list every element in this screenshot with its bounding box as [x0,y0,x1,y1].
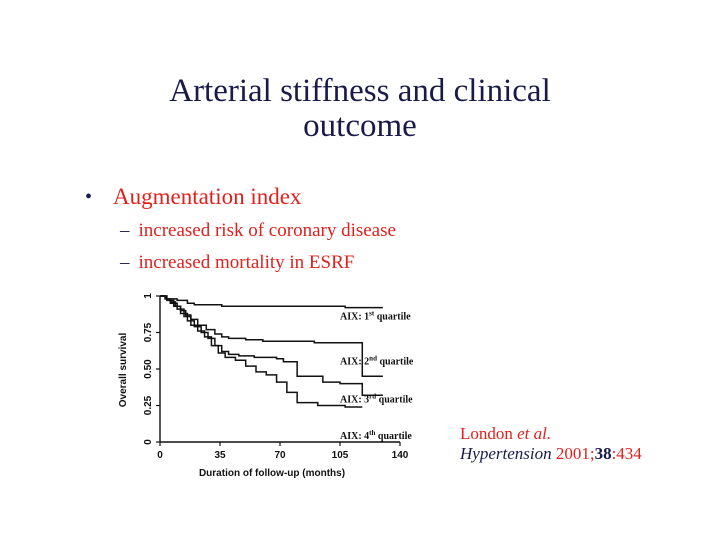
sub-bullet-text: increased mortality in ESRF [138,252,355,273]
x-tick-label: 35 [214,450,226,461]
series-label-q1: AIX: 1st quartile [340,309,411,322]
citation-etal: et al. [517,424,552,443]
citation: London et al. Hypertension 2001;38:434 [460,424,642,464]
bullet-text: Augmentation index [113,184,302,209]
citation-line-1: London et al. [460,424,642,444]
slide-title-line-1: Arterial stiffness and clinical [169,73,551,109]
survival-chart: 0 35 70 105 140 0 0.25 0.50 0.75 1 AIX: 1st quart… [108,284,440,482]
citation-journal: Hypertension [460,444,552,463]
bullet-dot-icon: • [85,186,93,208]
citation-volume: 38 [594,444,612,463]
y-tick-label: 0.25 [143,395,154,415]
series-line-q4 [160,295,363,408]
y-axis-label: Overall survival [118,333,129,408]
x-tick-label: 70 [274,450,286,461]
series-line-q3 [160,295,383,397]
dash-icon: – [120,252,130,273]
x-tick-label: 105 [332,450,349,461]
series-label-q4: AIX: 4th quartile [340,429,412,442]
citation-line-2: Hypertension 2001;38:434 [460,444,642,464]
series-label-q3: AIX: 3rd quartile [340,393,413,406]
chart-series [160,295,383,408]
sub-bullet-coronary: – increased risk of coronary disease [120,219,396,243]
sub-bullet-mortality: – increased mortality in ESRF [120,251,396,275]
slide-title-line-2: outcome [303,108,417,144]
x-tick-label: 140 [392,450,409,461]
y-tick-label: 0 [143,439,154,445]
series-label-q2: AIX: 2nd quartile [340,355,414,368]
citation-authors: London [460,424,513,443]
dash-icon: – [120,220,130,241]
y-tick-label: 0.75 [143,322,154,342]
citation-pages: :434 [611,444,642,463]
citation-year: 2001; [555,444,595,463]
sub-bullet-text: increased risk of coronary disease [138,220,396,241]
survival-chart-svg: 0 35 70 105 140 0 0.25 0.50 0.75 1 AIX: 1st quart… [118,293,414,479]
series-line-q1 [160,295,383,309]
bullet-list: • Augmentation index – increased risk of … [85,183,396,275]
y-tick-label: 1 [143,293,154,299]
chart-axes: 0 35 70 105 140 0 0.25 0.50 0.75 1 [143,293,409,461]
chart-series-labels: AIX: 1st quartile AIX: 2nd quartile AIX: 3… [340,309,414,442]
bullet-augmentation-index: • Augmentation index [85,183,396,211]
x-tick-label: 0 [157,450,163,461]
slide-title: Arterial stiffness and clinical outcome [60,74,660,144]
x-axis-label: Duration of follow-up (months) [199,468,345,479]
y-tick-label: 0.50 [143,359,154,379]
